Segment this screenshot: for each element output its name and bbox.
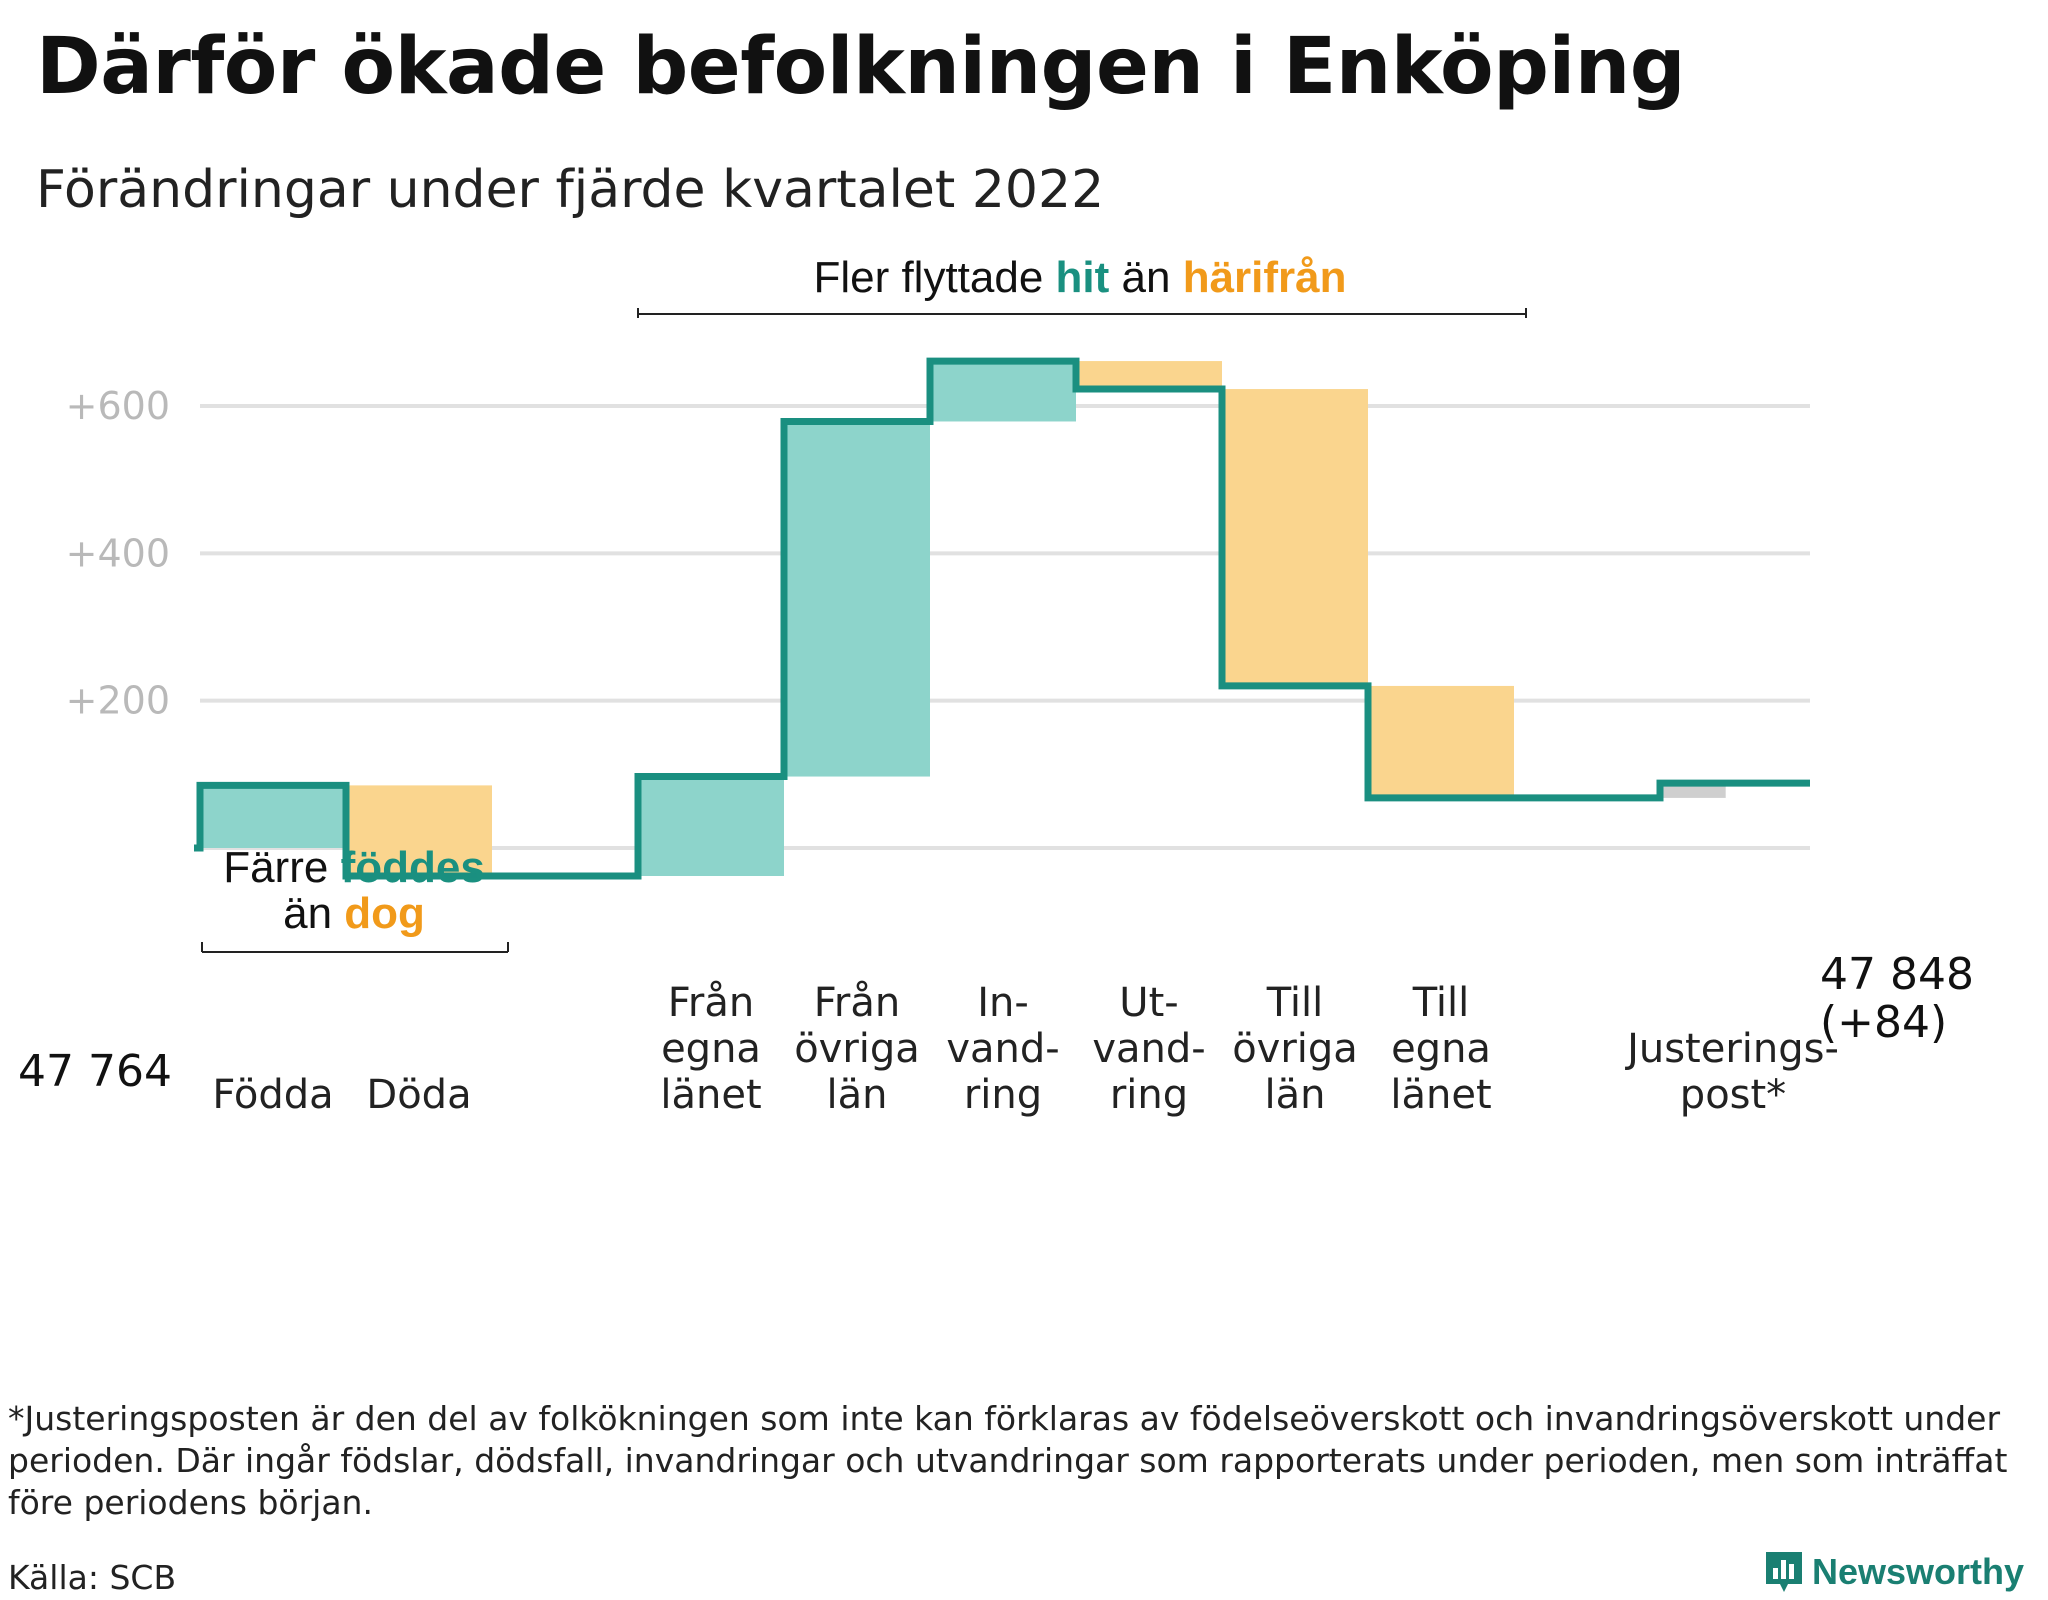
chart-subtitle: Förändringar under fjärde kvartalet 2022 (36, 160, 1105, 220)
bar-increase (638, 776, 784, 876)
bar-increase (930, 361, 1076, 422)
category-label: Ut- (1119, 980, 1178, 1026)
category-label: länet (1390, 1072, 1491, 1118)
bar-decrease (346, 785, 492, 876)
source-label: Källa: SCB (8, 1558, 177, 1597)
migration-bracket (637, 308, 1527, 318)
category-label: In- (977, 980, 1029, 1026)
category-label: Från (814, 980, 900, 1026)
category-label: egna (1391, 1026, 1491, 1072)
migration-annotation: Fler flyttade hit än härifrån (637, 253, 1527, 318)
category-label: Till (1266, 980, 1324, 1026)
bar-decrease (1222, 389, 1368, 686)
chart-title: Därför ökade befolkningen i Enköping (36, 22, 1686, 112)
category-label: Födda (212, 1072, 333, 1118)
natural-annotation: Färre föddes än dog (201, 843, 509, 953)
category-label: Döda (366, 1072, 471, 1118)
category-label: län (827, 1072, 888, 1118)
waterfall-chart: +200+400+600 Födda DödaFrånegnalänetFrånö… (18, 253, 1974, 1118)
category-label: Justerings- (1624, 1026, 1839, 1072)
y-axis-ticks: +200 +400 +600 (66, 384, 170, 723)
category-label: Till (1412, 980, 1470, 1026)
brand-name: Newsworthy (1811, 1551, 2024, 1592)
bar-decrease (1076, 361, 1222, 390)
y-tick-label: +400 (66, 531, 170, 575)
bars (200, 361, 1726, 876)
category-label: övriga (794, 1026, 920, 1072)
category-label: egna (661, 1026, 761, 1072)
bar-increase (200, 785, 346, 848)
end-change-label: (+84) (1820, 997, 1947, 1048)
natural-annotation-line1: Färre föddes (223, 843, 485, 892)
bar-adjustment (1660, 783, 1726, 798)
category-label: ring (964, 1072, 1042, 1118)
newsworthy-logo-icon (1765, 1552, 1802, 1592)
category-label: länet (660, 1072, 761, 1118)
y-tick-label: +200 (66, 679, 170, 723)
category-label: Från (668, 980, 754, 1026)
cumulative-population-line (194, 357, 1810, 880)
start-value-label: 47 764 (18, 1046, 172, 1097)
bar-increase (784, 421, 930, 777)
end-value-label: 47 848 (1820, 949, 1974, 1000)
category-labels: Födda DödaFrånegnalänetFrånövrigalänIn-va… (212, 980, 1839, 1118)
category-label: vand- (1092, 1026, 1205, 1072)
natural-annotation-line2: än dog (283, 889, 425, 938)
footnote: *Justeringsposten är den del av folkökni… (8, 1399, 2008, 1522)
gridlines (200, 404, 1810, 850)
bar-decrease (1368, 685, 1514, 798)
category-label: län (1265, 1072, 1326, 1118)
migration-annotation-text: Fler flyttade hit än härifrån (813, 253, 1346, 302)
category-label: vand- (946, 1026, 1059, 1072)
category-label: övriga (1232, 1026, 1358, 1072)
cumulative-line (194, 357, 1810, 880)
category-label: ring (1110, 1072, 1188, 1118)
brand-logo: Newsworthy (1764, 1550, 2024, 1594)
natural-bracket (201, 942, 509, 953)
category-label: post* (1680, 1072, 1786, 1118)
y-tick-label: +600 (66, 384, 170, 428)
